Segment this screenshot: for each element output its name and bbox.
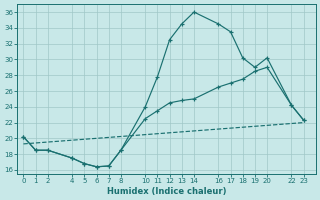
X-axis label: Humidex (Indice chaleur): Humidex (Indice chaleur) [107,187,226,196]
